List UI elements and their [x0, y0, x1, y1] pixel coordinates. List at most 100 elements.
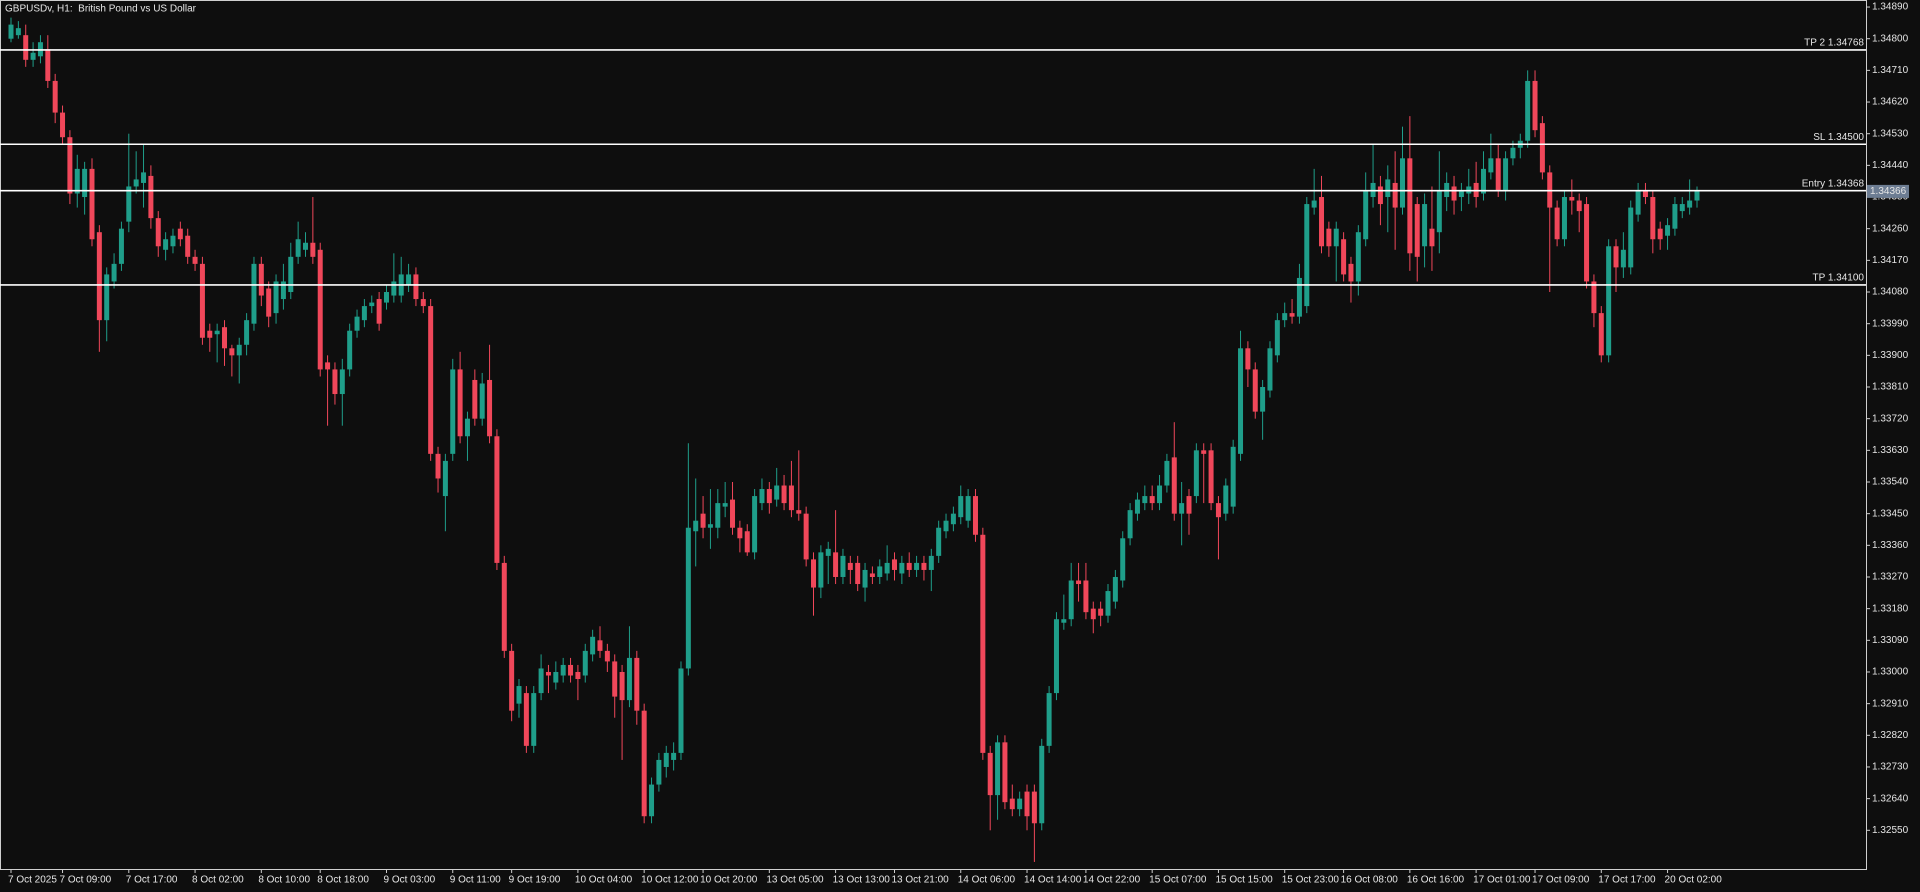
candle-body [759, 489, 765, 504]
candle-body [626, 657, 632, 701]
candle-body [67, 137, 73, 194]
candle-body [1252, 369, 1258, 412]
current-price-label: 1.34366 [1870, 186, 1907, 197]
candle-body [1201, 450, 1207, 454]
candle-body [126, 186, 132, 222]
candle-body [899, 562, 905, 574]
candle-body [435, 453, 441, 479]
candle-body [1289, 313, 1295, 317]
candle-body [1164, 460, 1170, 486]
candle-body [641, 710, 647, 817]
level-label: SL 1.34500 [1813, 132, 1864, 143]
current-price-box [1867, 184, 1909, 198]
level-label: TP 2 1.34768 [1804, 38, 1864, 49]
candle-body [1105, 591, 1111, 616]
x-tick-label: 16 Oct 08:00 [1341, 875, 1399, 886]
candle-body [928, 555, 934, 570]
candle-body [376, 299, 382, 324]
level-label: Entry 1.34368 [1802, 178, 1865, 189]
candle-body [302, 242, 308, 250]
candle-body [1665, 225, 1671, 236]
candle-body [663, 752, 669, 767]
candle-body [82, 168, 88, 198]
x-tick-label: 15 Oct 15:00 [1215, 875, 1273, 886]
candle-body [1341, 239, 1347, 275]
candle-body [479, 383, 485, 419]
candle-body [428, 306, 434, 454]
candle-body [1120, 538, 1126, 581]
candle-body [1267, 348, 1273, 391]
x-tick-label: 17 Oct 09:00 [1532, 875, 1590, 886]
candle-body [818, 552, 824, 588]
x-tick-label: 9 Oct 11:00 [450, 875, 501, 886]
candle-body [280, 281, 286, 300]
candle-body [1510, 147, 1516, 159]
candle-body [1179, 503, 1185, 514]
candle-body [958, 496, 964, 518]
candle-body [1694, 189, 1700, 201]
candle-body [494, 436, 500, 563]
candle-body [1311, 200, 1317, 208]
candle-body [612, 661, 618, 697]
candle-body [1576, 200, 1582, 212]
y-tick-label: 1.32910 [1872, 698, 1909, 709]
candle-body [1591, 281, 1597, 314]
candle-body [1495, 158, 1501, 190]
candle-body [1429, 228, 1435, 247]
x-tick-label: 10 Oct 12:00 [641, 875, 699, 886]
candle-body [1061, 619, 1067, 623]
candle-body [111, 263, 117, 282]
y-tick-label: 1.34440 [1872, 160, 1909, 171]
candle-body [1076, 580, 1082, 585]
candle-body [464, 418, 470, 437]
candle-body [531, 693, 537, 746]
y-tick-label: 1.33360 [1872, 540, 1909, 551]
x-tick-label: 9 Oct 19:00 [509, 875, 561, 886]
candle-body [1458, 189, 1464, 198]
candle-body [148, 175, 154, 219]
candle-body [906, 562, 912, 570]
candle-body [545, 671, 551, 676]
candle-body [339, 369, 345, 395]
candle-body [1031, 791, 1037, 824]
candle-body [74, 168, 80, 194]
candle-body [118, 228, 124, 264]
level-label: TP 1.34100 [1812, 273, 1864, 284]
x-tick-label: 9 Oct 03:00 [383, 875, 435, 886]
candle-body [914, 562, 920, 570]
candle-body [420, 299, 426, 307]
candle-body [1480, 168, 1486, 194]
candle-body [1650, 197, 1656, 240]
x-tick-label: 17 Oct 17:00 [1598, 875, 1656, 886]
chart-title: GBPUSDv, H1: British Pound vs US Dollar [5, 4, 197, 15]
x-tick-label: 14 Oct 06:00 [958, 875, 1016, 886]
candle-body [23, 35, 29, 60]
candle-body [383, 292, 389, 303]
candle-body [1098, 608, 1104, 616]
candle-body [538, 668, 544, 694]
candle-body [60, 112, 66, 138]
candle-body [1407, 158, 1413, 254]
x-tick-label: 14 Oct 14:00 [1024, 875, 1082, 886]
candle-body [862, 569, 868, 588]
y-tick-label: 1.32550 [1872, 825, 1909, 836]
candle-body [877, 566, 883, 577]
candle-body [501, 562, 507, 651]
candle-body [1245, 348, 1251, 370]
candle-body [1613, 246, 1619, 268]
candle-body [163, 239, 169, 250]
candle-body [30, 52, 36, 60]
candle-body [796, 510, 802, 514]
candle-body [715, 503, 721, 528]
candle-body [1282, 313, 1288, 321]
candle-body [1112, 576, 1118, 602]
candle-body [177, 228, 183, 240]
candle-body [1628, 207, 1634, 268]
candle-body [1642, 189, 1648, 198]
x-tick-label: 13 Oct 05:00 [766, 875, 824, 886]
y-tick-label: 1.33180 [1872, 603, 1909, 614]
candle-body [1127, 510, 1133, 539]
candle-body [553, 671, 559, 683]
candle-body [1296, 277, 1302, 317]
candle-body [1171, 457, 1177, 514]
